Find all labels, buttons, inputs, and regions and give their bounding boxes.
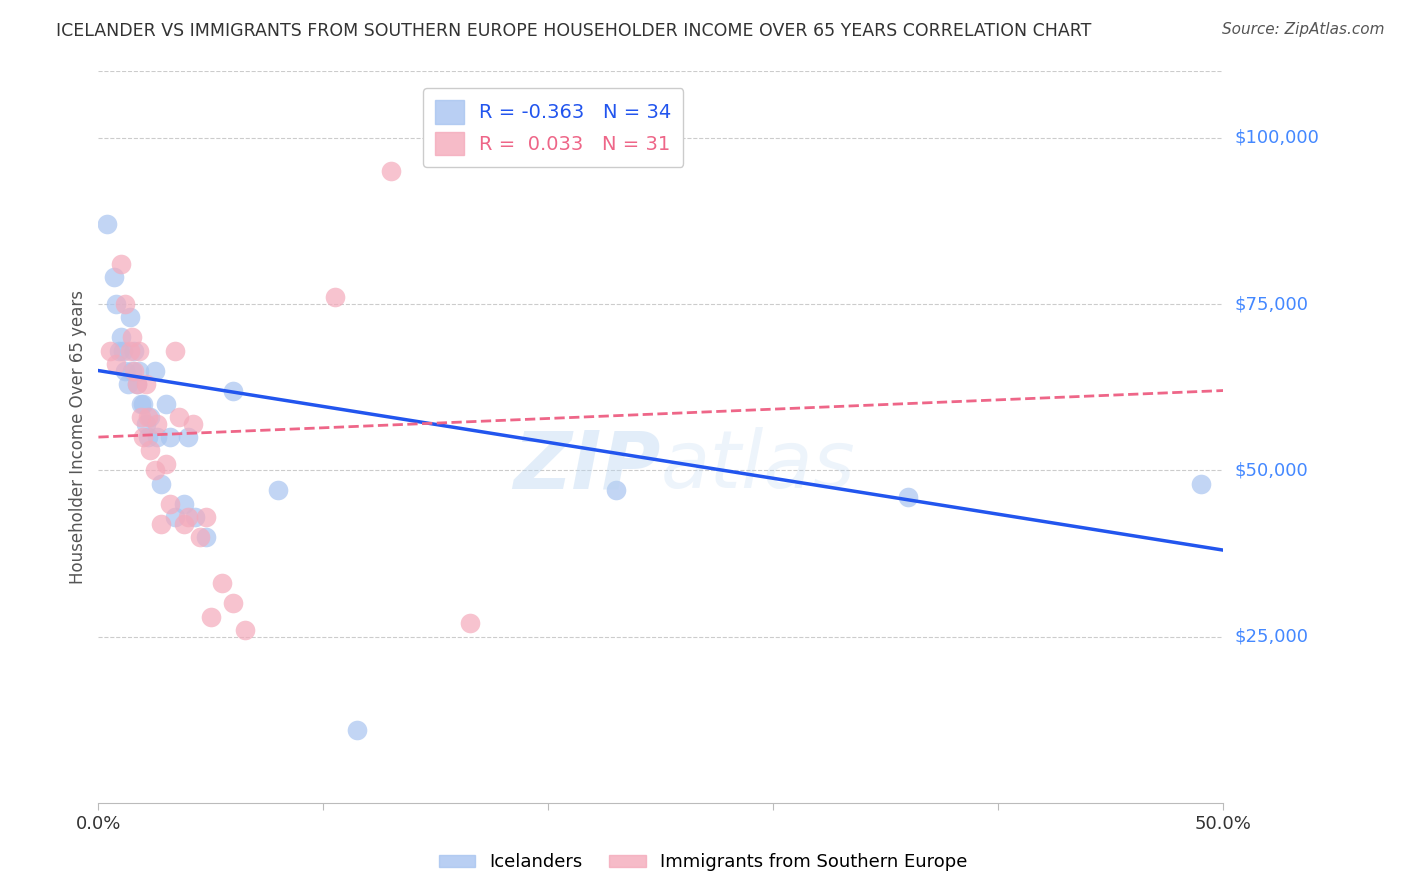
Point [125, 376, 148, 391]
Point [114, 363, 136, 377]
Point [128, 363, 150, 377]
Point [128, 343, 150, 358]
Point [211, 576, 233, 591]
Point [184, 509, 207, 524]
Point [124, 363, 146, 377]
Point [143, 463, 166, 477]
Point [146, 417, 169, 431]
Point [159, 430, 181, 444]
Point [105, 357, 128, 371]
Point [605, 483, 627, 498]
Point [222, 596, 245, 610]
Point [195, 530, 218, 544]
Point [159, 497, 181, 511]
Legend: R = -0.363   N = 34, R =  0.033   N = 31: R = -0.363 N = 34, R = 0.033 N = 31 [423, 88, 683, 167]
Point [117, 376, 139, 391]
Text: ICELANDER VS IMMIGRANTS FROM SOUTHERN EUROPE HOUSEHOLDER INCOME OVER 65 YEARS CO: ICELANDER VS IMMIGRANTS FROM SOUTHERN EU… [56, 22, 1091, 40]
Text: $50,000: $50,000 [1234, 461, 1308, 479]
Point [155, 457, 177, 471]
Point [346, 723, 368, 737]
Point [195, 509, 218, 524]
Point [114, 297, 136, 311]
Point [150, 516, 173, 531]
Point [163, 343, 186, 358]
Text: Source: ZipAtlas.com: Source: ZipAtlas.com [1222, 22, 1385, 37]
Point [233, 623, 256, 637]
Text: ZIP: ZIP [513, 427, 661, 506]
Point [118, 310, 141, 325]
Point [200, 609, 222, 624]
Point [129, 410, 152, 425]
Point [98, 343, 121, 358]
Text: $75,000: $75,000 [1234, 295, 1309, 313]
Point [1189, 476, 1212, 491]
Point [105, 297, 128, 311]
Point [169, 410, 191, 425]
Text: atlas: atlas [661, 427, 856, 506]
Point [222, 384, 245, 398]
Point [136, 430, 159, 444]
Point [173, 516, 195, 531]
Point [143, 363, 166, 377]
Point [163, 509, 186, 524]
Point [125, 376, 148, 391]
Text: $100,000: $100,000 [1234, 128, 1319, 147]
Point [112, 343, 135, 358]
Point [181, 417, 204, 431]
Point [173, 497, 195, 511]
Point [136, 410, 159, 425]
Point [121, 363, 143, 377]
Point [323, 290, 346, 304]
Point [121, 330, 143, 344]
Point [155, 397, 177, 411]
Point [177, 430, 200, 444]
Point [139, 410, 162, 425]
Legend: Icelanders, Immigrants from Southern Europe: Icelanders, Immigrants from Southern Eur… [432, 847, 974, 879]
Point [188, 530, 211, 544]
Point [118, 343, 141, 358]
Point [135, 417, 157, 431]
Point [124, 343, 146, 358]
Y-axis label: Householder Income Over 65 years: Householder Income Over 65 years [69, 290, 87, 584]
Point [103, 270, 125, 285]
Point [146, 430, 169, 444]
Point [96, 217, 118, 231]
Point [177, 509, 200, 524]
Point [129, 397, 152, 411]
Point [135, 376, 157, 391]
Point [897, 490, 920, 504]
Point [110, 330, 132, 344]
Point [132, 397, 155, 411]
Point [150, 476, 173, 491]
Point [458, 616, 481, 631]
Point [107, 343, 129, 358]
Point [132, 430, 155, 444]
Text: $25,000: $25,000 [1234, 628, 1309, 646]
Point [139, 443, 162, 458]
Point [267, 483, 290, 498]
Point [110, 257, 132, 271]
Point [380, 164, 402, 178]
